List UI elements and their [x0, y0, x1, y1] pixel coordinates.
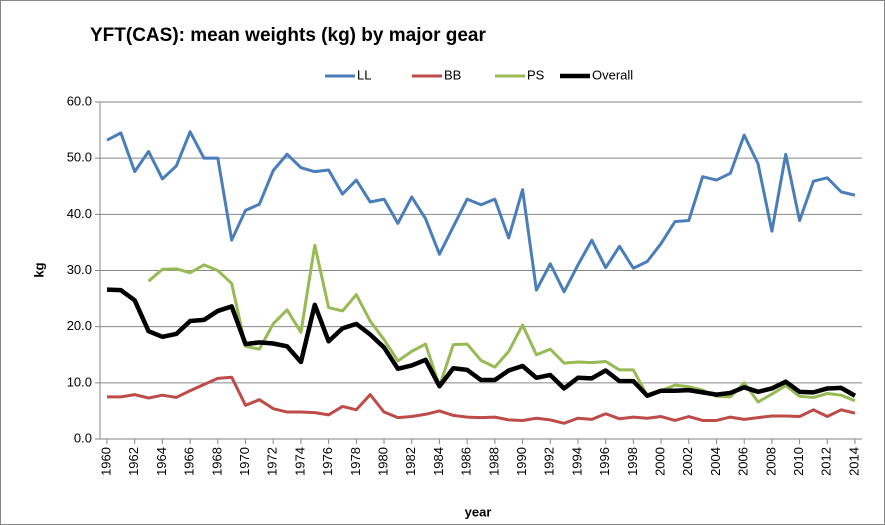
x-tick-label: 2004 [708, 447, 723, 476]
x-tick-label: 1976 [320, 447, 335, 476]
legend-label: PS [527, 67, 545, 82]
x-tick-label: 1980 [375, 447, 390, 476]
series-line [106, 130, 856, 294]
x-tick-label: 1968 [209, 447, 224, 476]
x-tick-label: 1964 [154, 447, 169, 476]
series-line [107, 375, 856, 425]
y-tick-label: 10.0 [67, 374, 92, 389]
legend-label: Overall [592, 67, 633, 82]
x-axis-title: year [465, 504, 492, 519]
x-tick-label: 1960 [98, 447, 113, 476]
y-tick-label: 40.0 [67, 206, 92, 221]
x-tick-label: 1986 [459, 447, 474, 476]
x-tick-label: 2010 [791, 447, 806, 476]
x-tick-label: 1990 [514, 447, 529, 476]
y-tick-label: 60.0 [67, 93, 92, 108]
x-tick-label: 1966 [182, 447, 197, 476]
legend-label: LL [357, 67, 371, 82]
y-tick-label: 0.0 [74, 430, 92, 445]
x-tick-label: 2014 [846, 447, 861, 476]
x-tick-label: 1994 [569, 447, 584, 476]
x-tick-label: 2012 [819, 447, 834, 476]
x-tick-label: 1978 [348, 447, 363, 476]
series-line [106, 287, 857, 399]
x-tick-label: 1970 [237, 447, 252, 476]
x-tick-label: 2008 [763, 447, 778, 476]
x-tick-label: 1974 [292, 447, 307, 476]
x-tick-label: 1984 [431, 447, 446, 476]
x-tick-label: 1982 [403, 447, 418, 476]
y-tick-label: 20.0 [67, 318, 92, 333]
y-tick-label: 50.0 [67, 150, 92, 165]
y-tick-label: 30.0 [67, 262, 92, 277]
x-tick-label: 1998 [625, 447, 640, 476]
y-axis-title: kg [31, 262, 46, 277]
x-tick-label: 2006 [736, 447, 751, 476]
x-tick-label: 1972 [265, 447, 280, 476]
legend-label: BB [444, 67, 461, 82]
x-tick-label: 1992 [542, 447, 557, 476]
chart-title: YFT(CAS): mean weights (kg) by major gea… [90, 25, 486, 46]
x-tick-label: 2000 [653, 447, 668, 476]
x-tick-label: 1996 [597, 447, 612, 476]
x-tick-label: 1988 [486, 447, 501, 476]
x-tick-label: 2002 [680, 447, 695, 476]
x-tick-label: 1962 [126, 447, 141, 476]
